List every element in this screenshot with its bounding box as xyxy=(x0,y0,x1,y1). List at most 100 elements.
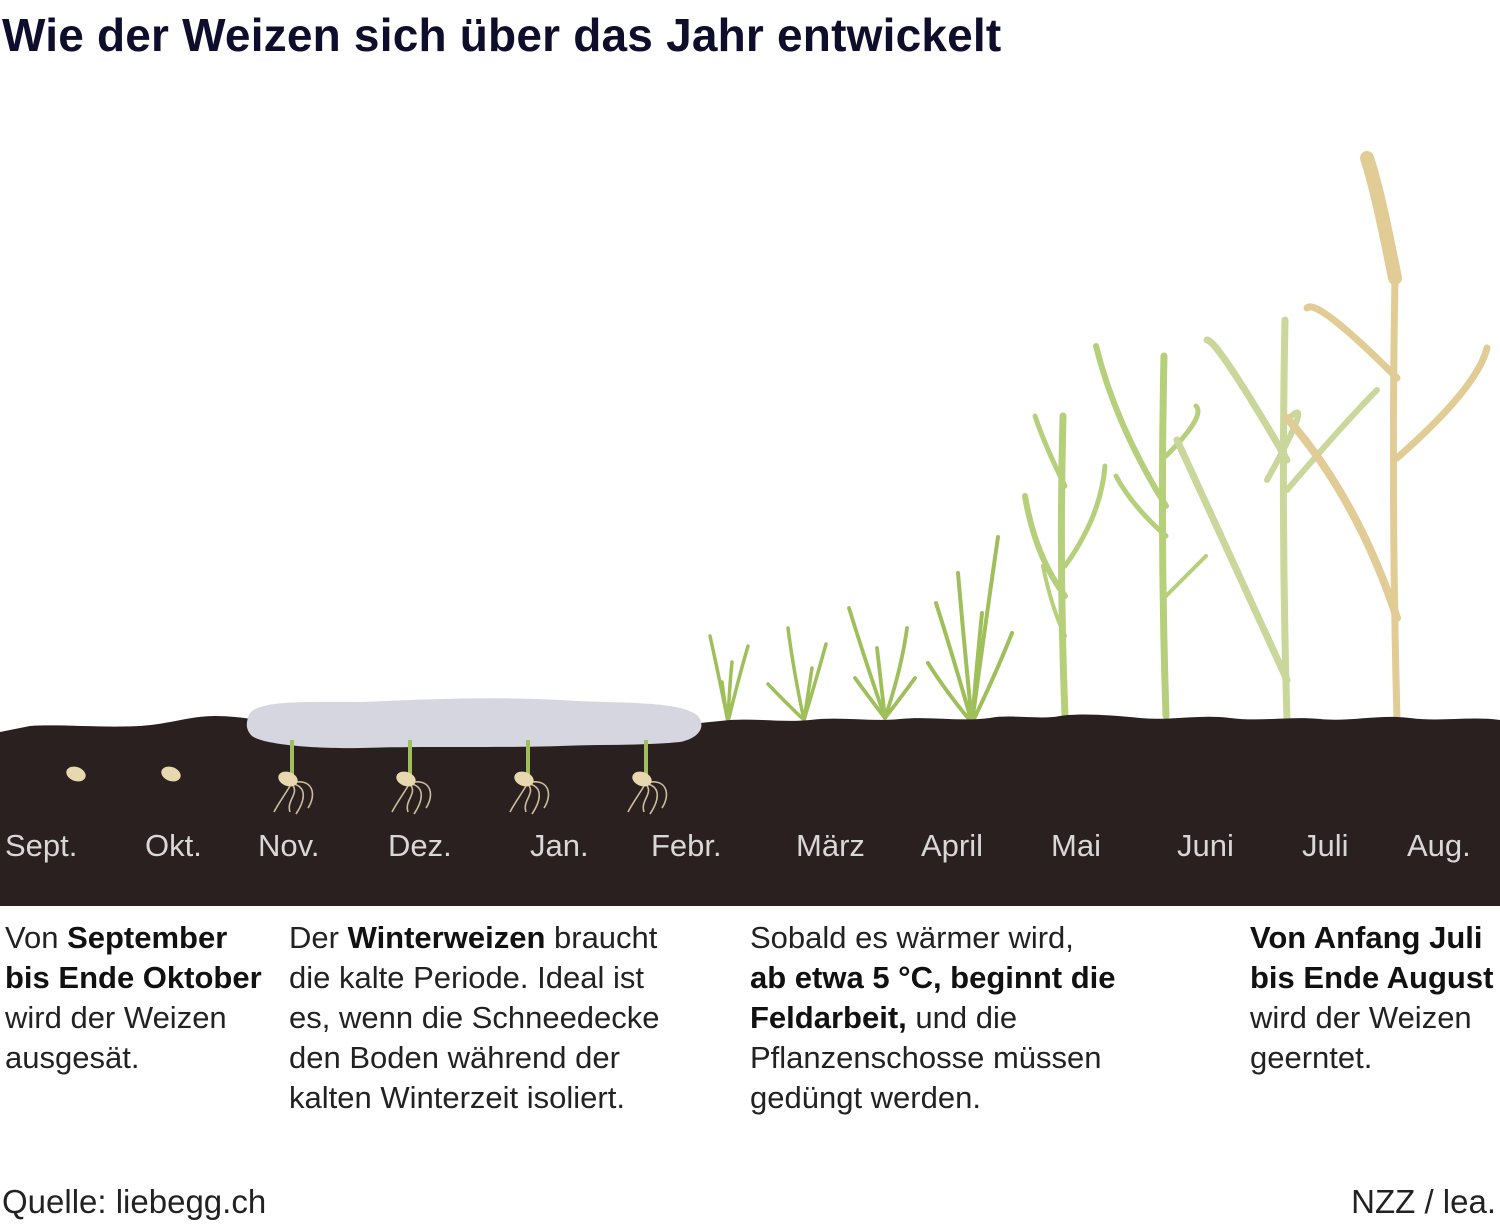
plant-leaf xyxy=(1093,343,1169,509)
description-text: wird der Weizen xyxy=(1250,1000,1472,1035)
seed-icon xyxy=(278,771,298,787)
leaf-blade xyxy=(875,646,887,720)
plant-stem xyxy=(1057,412,1069,720)
description-emphasis: Von Anfang Juli xyxy=(1250,920,1483,955)
sprout-icon xyxy=(391,740,432,815)
description-text: Pflanzenschosse müssen xyxy=(750,1040,1102,1075)
description-line: die kalte Periode. Ideal ist xyxy=(289,958,660,998)
leaf-blade xyxy=(802,666,814,722)
plant-stem xyxy=(1389,274,1401,722)
credit-note: NZZ / lea. xyxy=(1351,1183,1496,1220)
description-emphasis: Winterweizen xyxy=(347,920,546,955)
month-label: März xyxy=(796,828,865,863)
stage-description: Der Winterweizen braucht die kalte Period… xyxy=(289,918,660,1118)
description-text: geerntet. xyxy=(1250,1040,1373,1075)
plant-leaf xyxy=(1032,413,1068,489)
leaf-blade xyxy=(853,676,887,720)
plant-leaf xyxy=(1264,409,1302,483)
description-line: gedüngt werden. xyxy=(750,1078,1116,1118)
description-emphasis: Feldarbeit, xyxy=(750,1000,907,1035)
month-label: Jan. xyxy=(530,828,589,863)
plant-leaf xyxy=(1022,493,1068,599)
leaf-blade xyxy=(786,626,806,722)
month-label: Juli xyxy=(1302,828,1349,863)
source-note: Quelle: liebegg.ch xyxy=(2,1183,267,1220)
stage-description: Von September bis Ende Oktober wird der We… xyxy=(5,918,262,1078)
leaf-blade xyxy=(970,611,984,725)
month-label: Sept. xyxy=(5,828,78,863)
description-line: Feldarbeit, und die xyxy=(750,998,1116,1038)
page-title: Wie der Weizen sich über das Jahr entwic… xyxy=(2,9,1002,61)
plant-leaf xyxy=(1393,344,1491,462)
sprout-icon xyxy=(509,740,550,815)
description-emphasis: bis Ende Oktober xyxy=(5,960,262,995)
leaf-blade xyxy=(970,631,1014,725)
plants-layer xyxy=(708,151,1491,725)
wheat-plant-icon xyxy=(1173,316,1380,724)
soil-ground xyxy=(0,714,1500,906)
month-label: Okt. xyxy=(145,828,202,863)
sprout-roots xyxy=(273,781,314,815)
description-text: die kalte Periode. Ideal ist xyxy=(289,960,644,995)
description-line: wird der Weizen xyxy=(1250,998,1493,1038)
description-text: Der xyxy=(289,920,348,955)
sprout-roots xyxy=(391,781,432,815)
month-label: Febr. xyxy=(651,828,722,863)
seed-icon xyxy=(514,771,534,787)
description-line: geerntet. xyxy=(1250,1038,1493,1078)
stage-description: Von Anfang Juli bis Ende August wird der W… xyxy=(1250,918,1493,1078)
description-text: Sobald es wärmer wird, xyxy=(750,920,1074,955)
description-emphasis: ab etwa 5 °C, beginnt die xyxy=(750,960,1116,995)
description-text: den Boden während der xyxy=(289,1040,620,1075)
description-emphasis: bis Ende August xyxy=(1250,960,1494,995)
plant-leaf xyxy=(1283,414,1401,622)
leaf-blade xyxy=(883,626,909,720)
description-text: und die xyxy=(906,1000,1018,1035)
description-line: bis Ende Oktober xyxy=(5,958,262,998)
month-label: Juni xyxy=(1177,828,1234,863)
description-line: Von Anfang Juli xyxy=(1250,918,1493,958)
description-emphasis: September xyxy=(67,920,228,955)
month-label: April xyxy=(921,828,984,863)
description-line: bis Ende August xyxy=(1250,958,1493,998)
description-line: Sobald es wärmer wird, xyxy=(750,918,1116,958)
description-line: wird der Weizen xyxy=(5,998,262,1038)
description-text: wird der Weizen xyxy=(5,1000,227,1035)
leaf-blade xyxy=(766,682,806,722)
description-line: ab etwa 5 °C, beginnt die xyxy=(750,958,1116,998)
plant-leaf xyxy=(1062,463,1108,569)
description-text: braucht xyxy=(545,920,658,955)
description-line: es, wenn die Schneedecke xyxy=(289,998,660,1038)
plant-leaf xyxy=(1284,387,1380,493)
description-line: ausgesät. xyxy=(5,1038,262,1078)
description-line: Der Winterweizen braucht xyxy=(289,918,660,958)
description-text: kalten Winterzeit isoliert. xyxy=(289,1080,625,1115)
seed-icon xyxy=(632,771,652,787)
sprout-roots xyxy=(509,781,550,815)
month-label: Dez. xyxy=(388,828,452,863)
plant-stem xyxy=(1279,316,1291,724)
seed-icon xyxy=(66,766,86,782)
wheat-plant-icon xyxy=(708,634,750,724)
description-text: Von xyxy=(5,920,68,955)
wheat-plant-icon xyxy=(926,535,1014,725)
sprout-icon xyxy=(273,740,314,815)
description-line: den Boden während der xyxy=(289,1038,660,1078)
description-text: es, wenn die Schneedecke xyxy=(289,1000,660,1035)
leaf-blade xyxy=(956,571,974,725)
wheat-plant-icon xyxy=(766,626,828,722)
leaf-blade xyxy=(847,606,887,720)
leaf-blade xyxy=(926,661,974,725)
plant-leaf xyxy=(1163,403,1201,459)
description-line: kalten Winterzeit isoliert. xyxy=(289,1078,660,1118)
plant-leaf xyxy=(1303,303,1401,382)
wheat-plant-icon xyxy=(1022,412,1108,720)
wheat-plant-icon xyxy=(1283,151,1491,722)
seeds-layer xyxy=(66,740,668,815)
wheat-plant-icon xyxy=(1093,343,1208,720)
description-line: Von September xyxy=(5,918,262,958)
leaf-blade xyxy=(720,680,730,724)
plant-leaf xyxy=(1041,564,1067,638)
description-line: Pflanzenschosse müssen xyxy=(750,1038,1116,1078)
